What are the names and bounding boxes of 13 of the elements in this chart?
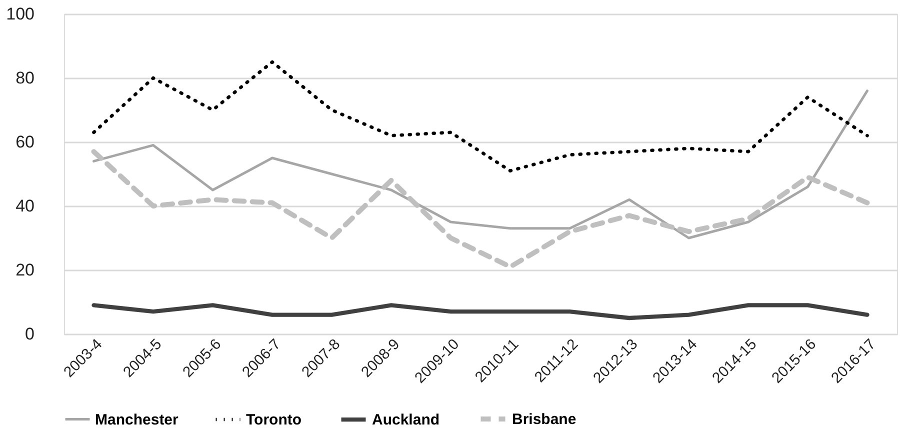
y-tick-label: 20: [16, 260, 34, 280]
line-series: [92, 90, 868, 240]
legend-label: Toronto: [246, 412, 302, 428]
y-tick-label: 40: [16, 196, 34, 216]
legend-label: Auckland: [372, 412, 440, 429]
y-tick-label: 100: [6, 4, 34, 24]
legend-label: Manchester: [95, 411, 179, 428]
line-series: [92, 303, 870, 320]
y-tick-label: 0: [25, 324, 34, 344]
line-series: [92, 60, 869, 172]
y-tick-label: 80: [16, 68, 34, 88]
y-tick-label: 60: [16, 132, 34, 152]
legend-label: Brisbane: [512, 411, 576, 428]
